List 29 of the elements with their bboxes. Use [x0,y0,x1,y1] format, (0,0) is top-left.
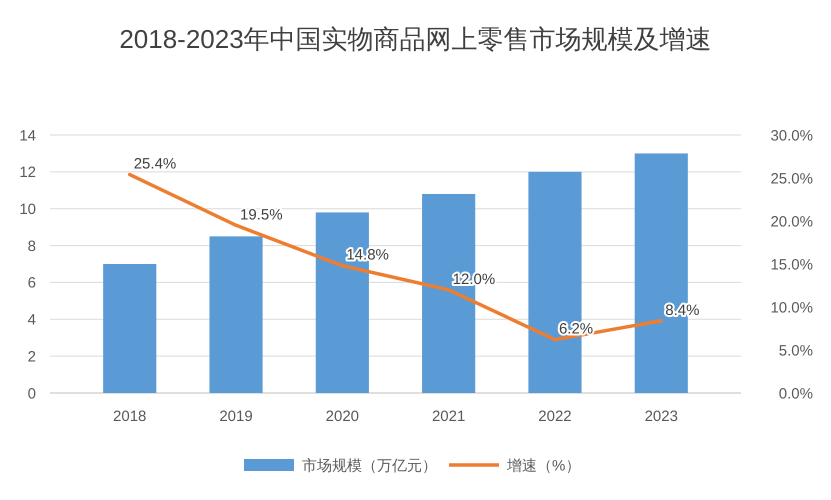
x-tick-label: 2021 [432,408,466,425]
x-tick-label: 2022 [538,408,572,425]
legend-label: 市场规模（万亿元） [302,457,437,474]
legend-label: 增速（%） [506,457,580,474]
y-tick-label: 14 [19,127,36,144]
x-tick-label: 2018 [113,408,146,425]
bar [209,236,263,393]
y-tick-label: 8 [28,238,36,255]
chart-title: 2018-2023年中国实物商品网上零售市场规模及增速 [119,24,712,54]
y-tick-label: 0 [28,385,36,402]
data-label: 25.4% [134,156,176,173]
y2-tick-label: 20.0% [770,213,813,230]
y2-tick-label: 5.0% [778,342,813,360]
y-tick-label: 12 [19,164,36,182]
line-series [128,172,664,342]
bar [103,264,156,393]
y2-tick-label: 30.0% [770,127,813,144]
y2-tick-label: 10.0% [770,299,813,316]
data-label: 19.5% [240,206,283,224]
x-tick-label: 2023 [644,408,678,425]
y-tick-label: 2 [28,348,36,366]
y-tick-label: 10 [19,200,36,218]
y-tick-label: 4 [28,312,36,329]
y2-tick-label: 25.0% [770,170,813,188]
x-tick-label: 2019 [219,408,253,425]
y2-tick-label: 0.0% [778,385,813,402]
y-tick-label: 6 [28,274,36,292]
x-tick-label: 2020 [326,408,360,425]
y2-tick-label: 15.0% [770,256,813,274]
